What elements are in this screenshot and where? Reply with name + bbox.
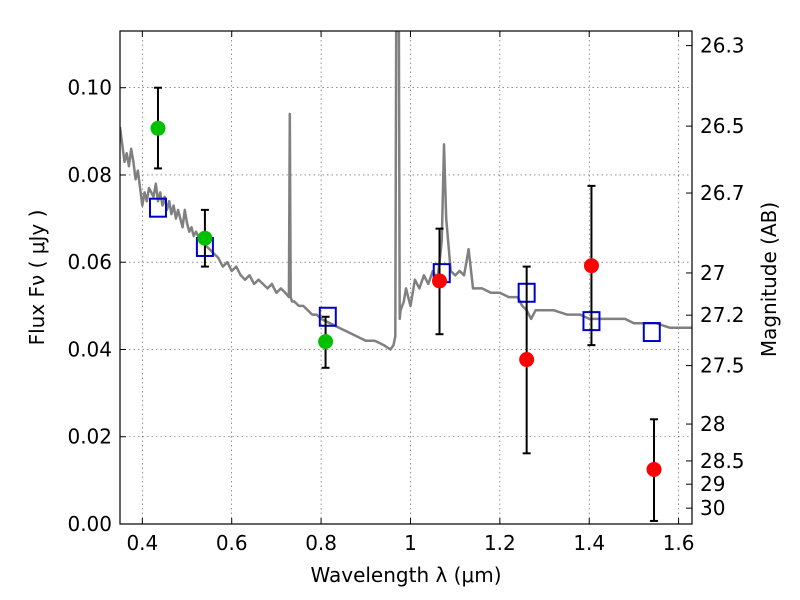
plot-frame xyxy=(119,30,693,525)
y-tick-label: 0.04 xyxy=(67,337,112,361)
y-tick-label: 0.08 xyxy=(67,163,112,187)
sed-model-line xyxy=(120,31,692,351)
y-tick-label: 0.10 xyxy=(67,76,112,100)
measurement-point xyxy=(583,258,599,274)
x-tick-label: 0.8 xyxy=(305,531,337,555)
y2-tick-label: 26.3 xyxy=(700,34,745,58)
detection-point xyxy=(150,120,166,136)
y2-tick-label: 27.5 xyxy=(700,354,745,378)
x-tick-label: 0.6 xyxy=(216,531,248,555)
plot-area xyxy=(120,31,692,522)
y-axis-label: Flux Fν ( μJy ) xyxy=(25,210,49,346)
y2-axis-label: Magnitude (AB) xyxy=(757,202,781,357)
y-tick-label: 0.06 xyxy=(67,250,112,274)
x-tick-label: 0.4 xyxy=(126,531,158,555)
y2-tick-label: 29 xyxy=(700,472,725,496)
x-axis-label: Wavelength λ (μm) xyxy=(310,563,501,587)
y2-tick-label: 27 xyxy=(700,261,725,285)
measurement-point xyxy=(646,461,662,477)
model-photometry-square xyxy=(318,306,337,327)
y2-tick-label: 27.2 xyxy=(700,303,745,327)
y-tick-label: 0.02 xyxy=(67,425,112,449)
grid xyxy=(120,31,692,525)
x-tick-label: 1.4 xyxy=(573,531,605,555)
x-tick-label: 1 xyxy=(404,531,417,555)
measurement-point xyxy=(519,352,535,368)
y-axis-ticks: 0.00 0.02 0.04 0.06 0.08 0.10 xyxy=(67,76,126,536)
detection-point xyxy=(318,334,334,350)
x-axis-ticks: 0.4 0.6 0.8 1 1.2 1.4 1.6 xyxy=(126,31,695,555)
y-tick-label: 0.00 xyxy=(67,512,112,536)
measurement-point xyxy=(432,273,448,289)
x-tick-label: 1.2 xyxy=(484,531,516,555)
y2-tick-label: 28 xyxy=(700,412,725,436)
y2-tick-label: 26.7 xyxy=(700,181,745,205)
y2-tick-label: 30 xyxy=(700,496,725,520)
y2-tick-label: 28.5 xyxy=(700,449,745,473)
y2-tick-label: 26.5 xyxy=(700,114,745,138)
detection-point xyxy=(197,230,213,246)
x-tick-label: 1.6 xyxy=(663,531,695,555)
model-photometry-square xyxy=(148,197,167,218)
model-photometry-square xyxy=(642,322,661,343)
